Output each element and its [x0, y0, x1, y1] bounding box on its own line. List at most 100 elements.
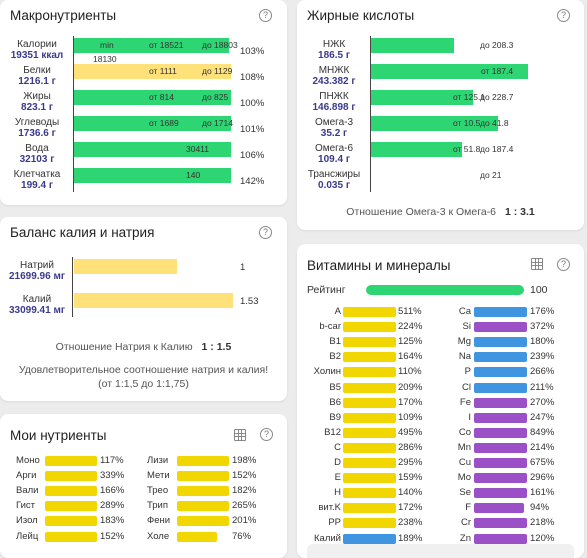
balance-title: Баланс калия и натрия	[10, 225, 155, 240]
macronutrients-title: Макронутриенты	[10, 8, 117, 23]
mineral-label: Co	[458, 426, 471, 438]
nutrient-bar	[45, 531, 97, 542]
mineral-bar	[474, 307, 527, 317]
fat-name: МНЖК	[318, 65, 350, 76]
nutrient-label: Трео	[147, 485, 169, 497]
fat-bar	[371, 64, 528, 79]
mineral-percent: 120%	[530, 532, 555, 544]
vitamin-bar	[343, 382, 396, 393]
fat-bar	[371, 90, 528, 105]
vitamin-label: B6	[329, 396, 341, 408]
vitamin-bar	[343, 367, 396, 378]
vitamin-percent: 159%	[398, 472, 423, 484]
nutrient-bar	[177, 531, 217, 542]
macro-name: Клетчатка	[13, 169, 61, 180]
macro-percent: 106%	[240, 150, 265, 161]
nutrient-label: Изол	[16, 515, 38, 527]
mineral-label: Mo	[457, 472, 471, 484]
fat-value: 35.2 г	[320, 128, 348, 139]
nutrient-percent: 201%	[232, 515, 257, 527]
vitamin-percent: 511%	[398, 306, 422, 317]
table-icon[interactable]	[531, 258, 543, 270]
vitamin-percent: 125%	[398, 336, 423, 348]
macro-bar-fill	[74, 168, 231, 183]
table-icon[interactable]	[234, 429, 246, 441]
help-icon[interactable]: ?	[557, 258, 570, 271]
vitamin-percent: 224%	[398, 321, 423, 333]
fat-bar	[371, 116, 528, 131]
mineral-bar	[474, 412, 527, 423]
nutrient-label: Гист	[16, 500, 36, 512]
mineral-label: Mg	[457, 336, 471, 348]
mineral-percent: 849%	[530, 426, 555, 438]
vitamin-label: B1	[329, 336, 341, 348]
vitamin-label: H	[334, 487, 341, 499]
mineral-bar	[474, 488, 527, 499]
fat-name: Омега-6	[314, 143, 354, 154]
fat-name: ПНЖК	[319, 91, 349, 102]
macro-name: Вода	[25, 143, 49, 154]
mineral-percent: 161%	[530, 487, 555, 499]
nutrient-percent: 289%	[100, 500, 125, 512]
mineral-bar	[474, 458, 527, 468]
mineral-percent: 296%	[530, 472, 555, 484]
rating-label: Рейтинг	[307, 284, 346, 296]
mineral-label: Cl	[462, 381, 471, 393]
balance-axis	[72, 257, 73, 317]
vitamin-percent: 238%	[398, 517, 423, 529]
vitamin-bar	[343, 397, 396, 408]
vitamin-label: B2	[329, 351, 341, 363]
vitamin-bar	[343, 412, 396, 423]
help-icon[interactable]: ?	[259, 226, 272, 239]
macro-norm: 30411	[186, 144, 210, 154]
macro-min-label: min	[100, 40, 114, 50]
help-icon[interactable]: ?	[259, 9, 272, 22]
nutrient-bar	[45, 516, 97, 527]
fat-name: Трансжиры	[307, 169, 361, 180]
macro-bar-fill	[74, 38, 230, 53]
fatty-acids-title: Жирные кислоты	[307, 8, 415, 23]
balance-value: 33099.41 мг	[8, 305, 66, 316]
rating-bar	[366, 285, 524, 295]
mineral-bar	[474, 322, 527, 333]
help-icon[interactable]: ?	[260, 428, 273, 441]
balance-label: Калий 33099.41 мг	[4, 294, 70, 316]
macro-range-from: от 18521	[149, 40, 184, 50]
help-icon[interactable]: ?	[557, 9, 570, 22]
balance-label: Натрий 21699.96 мг	[4, 260, 70, 282]
fat-range-to: до 228.7	[480, 92, 514, 102]
nutrient-percent: 183%	[100, 515, 125, 527]
fat-label: Омега-3 35.2 г	[299, 117, 369, 139]
balance-note: Удовлетворительное соотношение натрия и …	[18, 364, 269, 390]
mineral-label: F	[465, 502, 471, 514]
nutrient-label: Фени	[147, 515, 171, 527]
vitamin-label: E	[334, 472, 341, 484]
nutrient-bar	[45, 486, 97, 497]
mineral-label: Na	[458, 351, 471, 363]
balance-ratio-value: 1.53	[240, 296, 259, 307]
fat-bar-fill	[371, 116, 499, 131]
vitamin-bar	[343, 427, 396, 438]
macro-name: Калории	[17, 39, 57, 50]
macro-bar	[74, 142, 231, 157]
macro-label: Вода 32103 г	[4, 143, 70, 165]
macro-name: Углеводы	[14, 117, 60, 128]
balance-ratio-value: 1	[240, 262, 246, 273]
fat-norm: от 187.4	[481, 66, 514, 76]
vitamin-bar	[343, 488, 396, 499]
vitamin-percent: 109%	[398, 411, 423, 423]
vitamin-bar	[343, 533, 396, 544]
vitamin-percent: 172%	[398, 502, 423, 514]
vitamin-label: b-car	[319, 321, 341, 333]
macro-label: Калории 19351 ккал	[4, 39, 70, 61]
mineral-percent: 176%	[530, 306, 555, 317]
macro-percent: 108%	[240, 72, 265, 83]
nutrient-label: Трип	[147, 500, 169, 512]
mineral-percent: 270%	[530, 396, 555, 408]
macro-name: Жиры	[23, 91, 51, 102]
vitamins-title: Витамины и минералы	[307, 258, 451, 273]
macro-value: 1216.1 г	[18, 76, 56, 87]
mineral-bar	[474, 473, 527, 484]
mineral-label: Zn	[459, 532, 471, 544]
mineral-label: P	[464, 366, 471, 378]
